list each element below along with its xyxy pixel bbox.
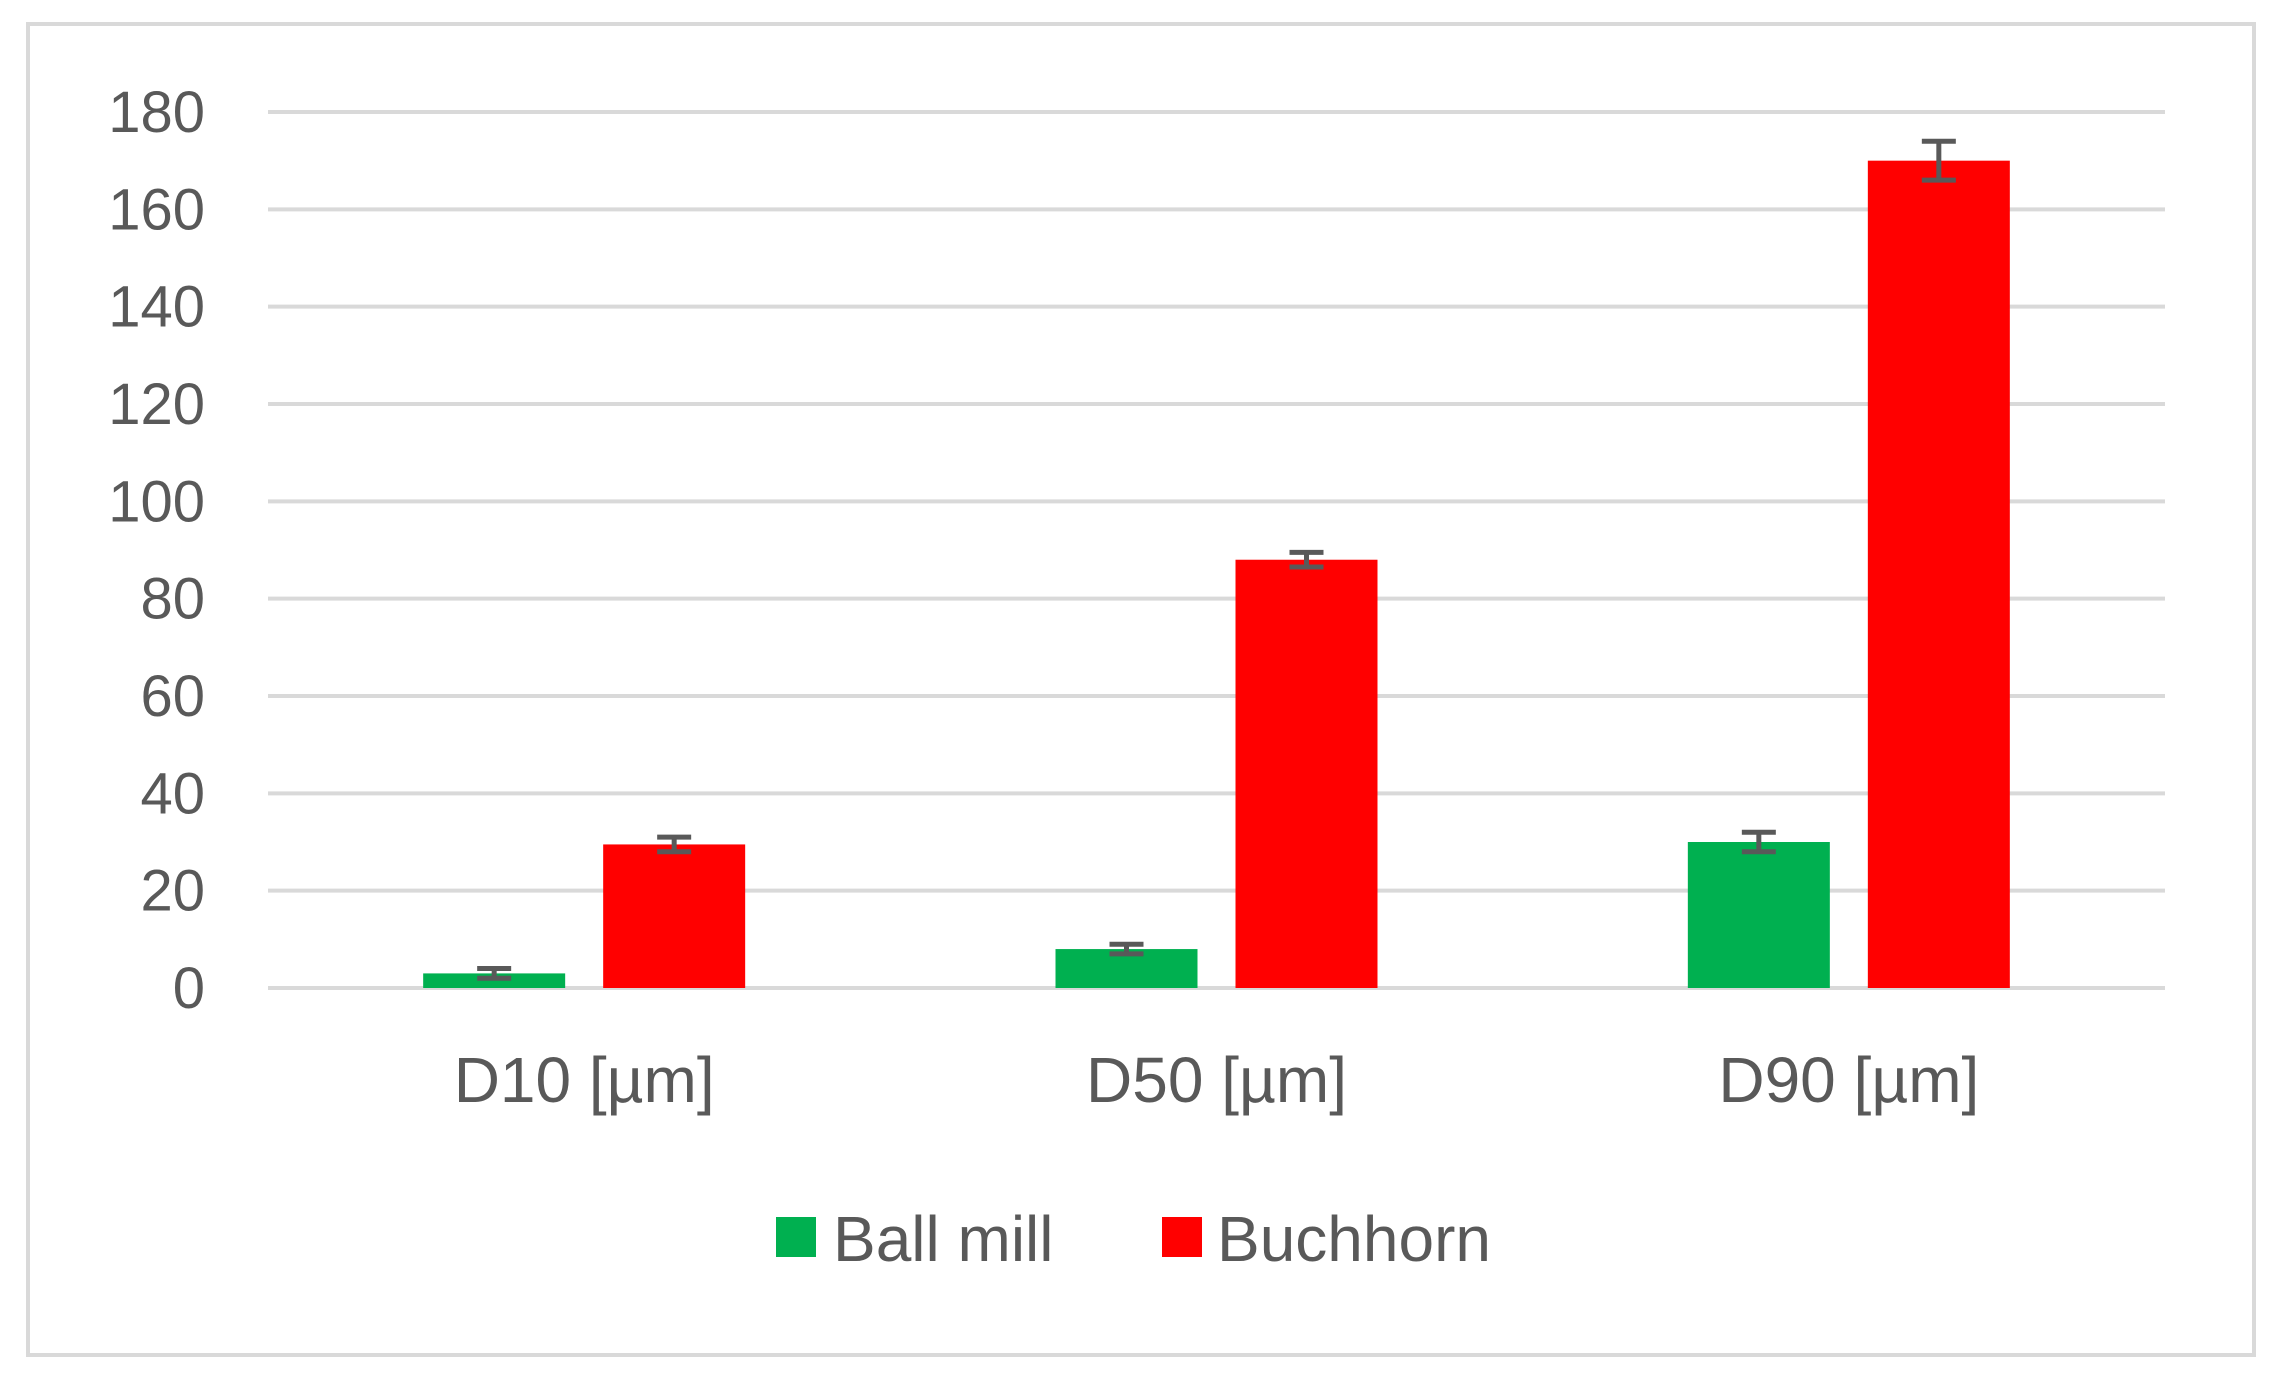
y-tick-label: 40 [140,761,205,826]
error-bar-ball-mill-1 [1109,941,1144,957]
y-tick-label: 180 [108,80,205,145]
y-tick-label: 160 [108,177,205,242]
error-bar-buchhorn-1 [1289,549,1324,570]
legend-swatch [1162,1217,1202,1257]
y-tick-label: 80 [140,567,205,632]
legend-label: Ball mill [833,1203,1053,1275]
legend-swatch [776,1217,816,1257]
y-axis-ticks: 0 20 40 60 80 100 120 140 160 180 [108,80,205,1021]
x-category-label: D50 [µm] [1086,1044,1347,1116]
error-bars [477,138,1956,981]
x-axis-categories: D10 [µm] D50 [µm] D90 [µm] [454,1044,1980,1116]
legend: Ball mill Buchhorn [776,1203,1491,1275]
y-tick-label: 20 [140,859,205,924]
bar-ball-mill-2 [1687,842,1830,988]
y-tick-label: 120 [108,372,205,437]
bar-buchhorn-1 [1235,559,1378,988]
legend-item-buchhorn: Buchhorn [1162,1203,1491,1275]
x-category-label: D10 [µm] [454,1044,715,1116]
bar-buchhorn-0 [603,844,746,988]
y-tick-label: 60 [140,664,205,729]
error-bar-buchhorn-0 [657,834,692,855]
y-tick-label: 140 [108,275,205,340]
legend-label: Buchhorn [1217,1203,1491,1275]
bar-buchhorn-2 [1867,160,2010,988]
y-tick-label: 100 [108,469,205,534]
y-tick-label: 0 [173,956,205,1021]
error-bar-ball-mill-0 [477,966,512,981]
error-bar-buchhorn-2 [1921,138,1956,183]
legend-item-ball-mill: Ball mill [776,1203,1053,1275]
error-bar-ball-mill-2 [1741,829,1776,855]
x-category-label: D90 [µm] [1718,1044,1979,1116]
bars [423,160,2010,988]
gridlines [268,110,2165,990]
